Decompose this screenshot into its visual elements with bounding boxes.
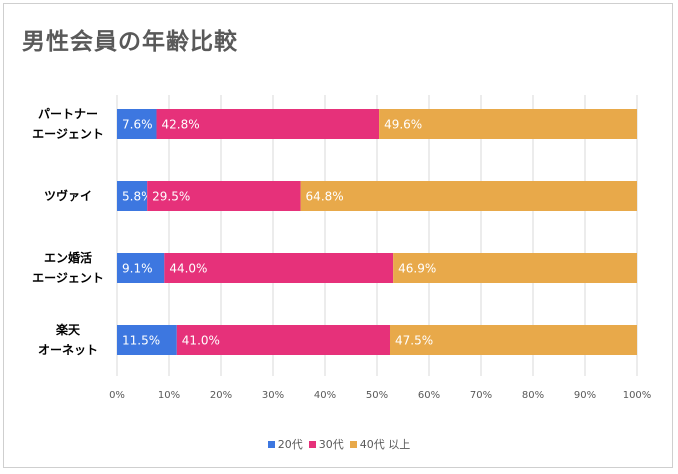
bar-segment xyxy=(300,181,637,211)
x-tick-label: 50% xyxy=(366,390,388,401)
data-label: 42.8% xyxy=(162,118,200,132)
x-tick-label: 90% xyxy=(574,390,596,401)
legend-swatch xyxy=(267,441,275,448)
x-tick-label: 70% xyxy=(470,390,492,401)
chart-title: 男性会員の年齢比較 xyxy=(22,29,238,55)
x-tick-label: 80% xyxy=(522,390,544,401)
x-tick-label: 100% xyxy=(623,390,652,401)
bar-segment xyxy=(117,325,177,355)
category-label: エン婚活エージェント xyxy=(32,250,104,285)
x-tick-label: 20% xyxy=(210,390,232,401)
data-label: 29.5% xyxy=(152,190,190,204)
bar-segment xyxy=(156,109,380,139)
category-label: パートナーエージェント xyxy=(32,107,104,141)
data-label: 46.9% xyxy=(398,262,436,276)
data-label: 11.5% xyxy=(122,334,160,348)
data-label: 9.1% xyxy=(122,262,153,276)
data-label: 44.0% xyxy=(169,262,207,276)
x-tick-label: 60% xyxy=(418,390,440,401)
legend-label: 40代 以上 xyxy=(359,438,411,451)
bar-segment xyxy=(164,253,394,283)
chart-frame xyxy=(3,3,673,468)
legend-label: 20代 xyxy=(277,438,303,451)
bar-segment xyxy=(147,181,301,211)
data-label: 47.5% xyxy=(395,334,433,348)
data-label: 41.0% xyxy=(182,334,220,348)
legend-item: 30代 xyxy=(308,436,344,452)
bar-segment xyxy=(117,181,148,211)
legend-item: 40代 以上 xyxy=(349,436,411,452)
data-label: 64.8% xyxy=(306,190,344,204)
bar-segment xyxy=(390,325,637,355)
legend: 20代 30代 40代 以上 xyxy=(0,436,678,452)
x-tick-label: 40% xyxy=(314,390,336,401)
data-label: 7.6% xyxy=(122,118,153,132)
category-label: ツヴァイ xyxy=(44,188,92,203)
data-label: 5.8% xyxy=(122,190,153,204)
bar-segment xyxy=(117,109,157,139)
bar-segment xyxy=(379,109,637,139)
legend-swatch xyxy=(349,441,357,448)
legend-item: 20代 xyxy=(267,436,303,452)
legend-label: 30代 xyxy=(318,438,344,451)
x-tick-label: 0% xyxy=(109,390,125,401)
bar-segment xyxy=(117,253,165,283)
x-tick-label: 30% xyxy=(262,390,284,401)
legend-swatch xyxy=(308,441,316,448)
data-label: 49.6% xyxy=(384,118,422,132)
category-label: 楽天オーネット xyxy=(38,322,98,357)
x-tick-label: 10% xyxy=(158,390,180,401)
bar-segment xyxy=(393,253,637,283)
bar-segment xyxy=(176,325,390,355)
